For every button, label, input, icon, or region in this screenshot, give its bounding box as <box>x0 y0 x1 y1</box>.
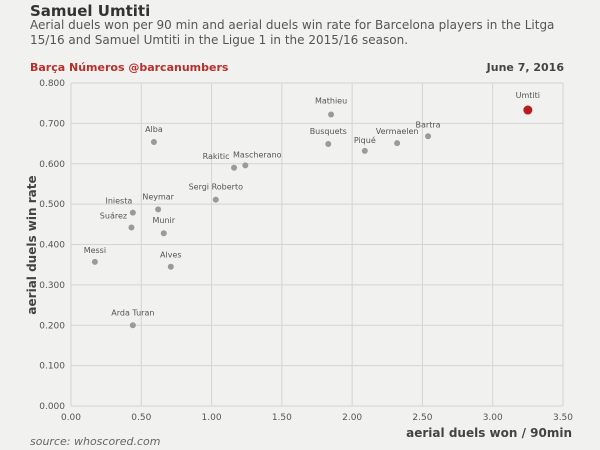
date-label: June 7, 2016 <box>486 61 564 74</box>
x-tick-label: 3.50 <box>553 413 573 423</box>
data-point <box>425 133 432 140</box>
y-tick-label: 0.300 <box>39 281 65 291</box>
data-point <box>394 140 401 147</box>
data-point <box>361 147 368 154</box>
x-tick-label: 2.50 <box>412 413 432 423</box>
point-label: Mathieu <box>315 96 347 105</box>
point-label: Busquets <box>310 127 347 136</box>
x-tick-label: 1.00 <box>202 413 222 423</box>
point-label: Alves <box>160 251 182 260</box>
data-point <box>160 230 167 237</box>
data-point <box>129 209 136 216</box>
x-tick-label: 1.50 <box>272 413 292 423</box>
x-tick-label: 0.00 <box>61 413 81 423</box>
data-point <box>167 263 174 270</box>
point-label: Messi <box>84 246 106 255</box>
x-axis-label: aerial duels won / 90min <box>406 426 572 440</box>
point-label: Vermaelen <box>376 127 419 136</box>
chart-subtitle: Aerial duels won per 90 min and aerial d… <box>30 18 555 47</box>
grid-lines <box>70 82 564 407</box>
data-point <box>212 196 219 203</box>
y-tick-label: 0.800 <box>39 79 65 89</box>
point-label: Neymar <box>142 192 174 201</box>
data-point <box>242 162 249 169</box>
data-point <box>523 105 533 115</box>
point-label: Munir <box>152 216 175 225</box>
point-label: Suárez <box>100 212 127 221</box>
x-tick-label: 2.00 <box>342 413 362 423</box>
point-label: Piqué <box>354 135 376 145</box>
x-tick-label: 0.50 <box>131 413 151 423</box>
data-point <box>129 322 136 329</box>
y-tick-label: 0.700 <box>39 119 65 129</box>
data-point <box>231 164 238 171</box>
y-axis-label: aerial duels win rate <box>25 175 39 314</box>
data-point <box>325 140 332 147</box>
y-tick-label: 0.500 <box>39 200 65 210</box>
y-tick-label: 0.200 <box>39 321 65 331</box>
data-point <box>150 138 157 145</box>
data-point <box>128 224 135 231</box>
point-label: Arda Turan <box>111 308 154 317</box>
brand-label: Barça Números @barcanumbers <box>30 61 229 74</box>
y-tick-label: 0.100 <box>39 362 65 372</box>
data-points <box>91 105 533 329</box>
point-label: Bartra <box>416 120 441 129</box>
point-label: Umtiti <box>516 91 540 100</box>
y-tick-label: 0.000 <box>39 402 65 412</box>
point-label: Mascherano <box>233 150 282 159</box>
point-label: Alba <box>145 125 163 134</box>
data-point <box>328 111 335 118</box>
point-label: Sergi Roberto <box>189 183 244 192</box>
point-label: Iniesta <box>105 197 132 206</box>
y-tick-label: 0.600 <box>39 160 65 170</box>
x-tick-labels: 0.00 0.50 1.00 1.50 2.00 2.50 3.00 3.50 <box>61 413 573 423</box>
x-tick-label: 3.00 <box>483 413 503 423</box>
data-point <box>91 258 98 265</box>
data-point <box>155 206 162 213</box>
chart-title: Samuel Umtiti <box>30 2 151 20</box>
y-tick-label: 0.400 <box>39 241 65 251</box>
source-note: source: whoscored.com <box>30 435 161 448</box>
point-label: Rakitic <box>203 152 230 161</box>
y-tick-labels: 0.000 0.100 0.200 0.300 0.400 0.500 0.600 0.700… <box>39 79 65 412</box>
